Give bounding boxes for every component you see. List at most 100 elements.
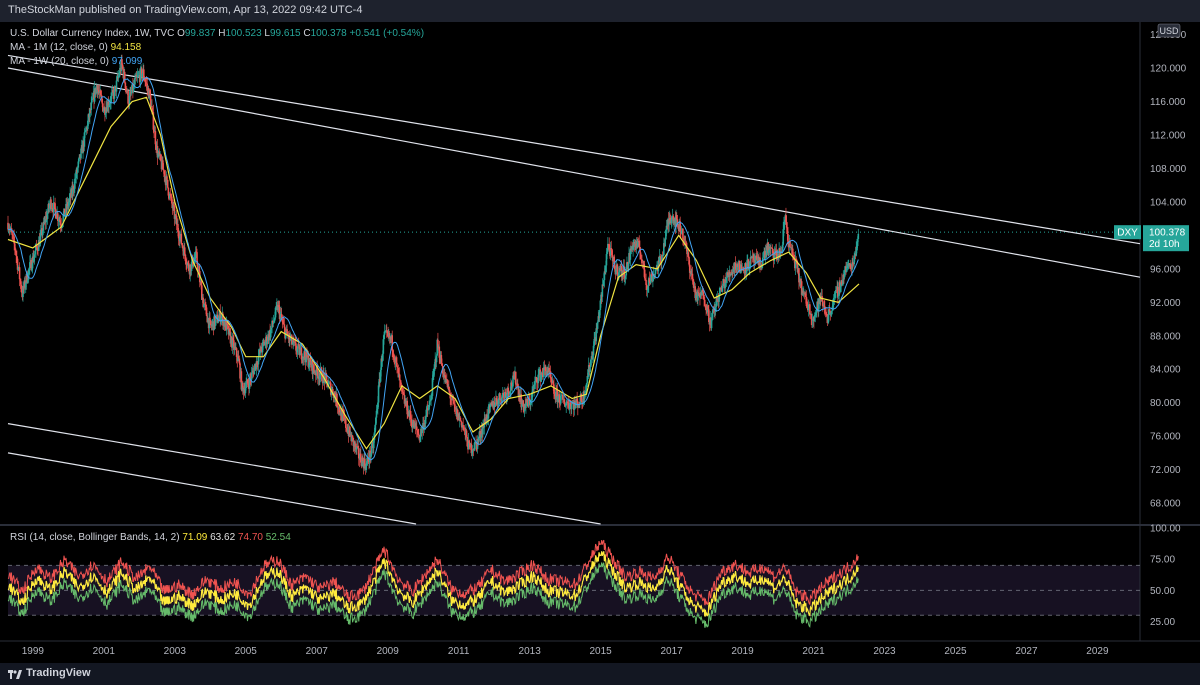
- candle-body: [675, 215, 677, 227]
- candle-body: [804, 293, 807, 298]
- candle-body: [534, 377, 537, 382]
- candle-body: [747, 259, 750, 270]
- candle-body: [785, 221, 788, 228]
- candle-body: [266, 341, 269, 345]
- legend-ma2-line[interactable]: MA - 1W (20, close, 0) 97.099: [10, 56, 142, 67]
- candle-body: [815, 312, 817, 316]
- candle-body: [379, 369, 382, 382]
- candle-body: [59, 221, 62, 226]
- candle-body: [564, 404, 566, 407]
- candle-body: [200, 281, 202, 286]
- candle-body: [669, 218, 671, 221]
- legend-ma1-line[interactable]: MA - 1M (12, close, 0) 94.158: [10, 42, 141, 53]
- candle-body: [264, 342, 267, 346]
- candle-body: [789, 241, 791, 248]
- candle-body: [832, 304, 834, 307]
- x-tick-label: 2007: [306, 646, 329, 657]
- legend-low-label: L: [264, 28, 270, 39]
- candle-body: [745, 271, 748, 273]
- candle-body: [411, 421, 413, 428]
- candle-body: [156, 145, 159, 158]
- candle-body: [805, 297, 808, 307]
- candle-body: [655, 269, 658, 270]
- candle-body: [165, 176, 168, 186]
- candle-body: [179, 236, 181, 242]
- candle-body: [501, 392, 504, 396]
- candle-body: [151, 108, 154, 113]
- candle-body: [679, 221, 681, 233]
- candle-body: [428, 401, 431, 405]
- candle-body: [736, 264, 738, 271]
- candle-body: [624, 278, 626, 280]
- candle-body: [761, 257, 764, 266]
- candle-body: [707, 305, 709, 310]
- candle-body: [645, 279, 647, 285]
- x-tick-label: 2013: [519, 646, 542, 657]
- candle-body: [46, 212, 49, 219]
- candle-body: [177, 232, 180, 239]
- candle-body: [195, 251, 198, 253]
- x-tick-label: 2005: [235, 646, 258, 657]
- candle-body: [218, 316, 220, 321]
- candle-body: [85, 127, 88, 131]
- candle-body: [520, 394, 522, 408]
- candle-body: [638, 241, 641, 248]
- candle-body: [694, 286, 696, 299]
- candle-body: [828, 309, 831, 312]
- candle-body: [703, 299, 705, 300]
- candle-body: [589, 359, 592, 367]
- candle-body: [692, 279, 694, 282]
- candle-body: [253, 367, 256, 375]
- candle-body: [367, 457, 370, 462]
- candle-body: [355, 447, 358, 450]
- rsi-tick-label: 50.00: [1150, 586, 1175, 597]
- candle-body: [90, 102, 93, 111]
- candle-body: [127, 90, 129, 104]
- legend-high-label: H: [218, 28, 226, 39]
- candle-body: [84, 130, 87, 132]
- candle-body: [665, 230, 667, 240]
- candle-body: [272, 322, 275, 324]
- chart-area[interactable]: 124.000120.000116.000112.000108.000104.0…: [0, 22, 1200, 663]
- candle-body: [196, 263, 199, 272]
- candle-body: [109, 102, 112, 104]
- candle-body: [237, 356, 239, 361]
- candle-body: [24, 283, 27, 288]
- candle-body: [737, 266, 739, 268]
- candle-body: [714, 306, 717, 312]
- candle-body: [544, 366, 547, 371]
- candle-body: [209, 317, 211, 321]
- candle-body: [34, 250, 37, 255]
- candle-body: [304, 351, 306, 358]
- candle-body: [277, 305, 280, 311]
- candle-body: [445, 379, 447, 383]
- candle-body: [698, 293, 701, 297]
- candle-body: [226, 322, 228, 325]
- candle-body: [33, 254, 36, 258]
- candle-body: [93, 88, 96, 102]
- candle-body: [749, 257, 752, 268]
- x-tick-label: 2019: [731, 646, 754, 657]
- legend-rsi-line[interactable]: RSI (14, close, Bollinger Bands, 14, 2) …: [10, 532, 291, 543]
- candle-body: [723, 279, 725, 283]
- candle-body: [324, 373, 327, 383]
- candle-body: [676, 219, 679, 224]
- trend-lines[interactable]: [7, 54, 1141, 525]
- legend-symbol: U.S. Dollar Currency Index, 1W, TVC: [10, 28, 175, 39]
- candle-body: [592, 355, 594, 359]
- candle-body: [795, 258, 797, 261]
- candle-body: [366, 462, 368, 464]
- candle-body: [473, 449, 475, 450]
- candle-body: [484, 418, 486, 422]
- candle-body: [214, 318, 217, 326]
- price-tag-value: 100.378: [1149, 228, 1186, 239]
- candle-body: [374, 425, 376, 433]
- candle-body: [734, 262, 737, 269]
- candle-body: [343, 415, 346, 421]
- candle-body: [762, 256, 765, 258]
- candle-body: [313, 370, 316, 373]
- grid: [0, 22, 1200, 642]
- candle-body: [704, 305, 707, 308]
- y-tick-label: 84.000: [1150, 365, 1181, 376]
- candle-body: [822, 301, 824, 307]
